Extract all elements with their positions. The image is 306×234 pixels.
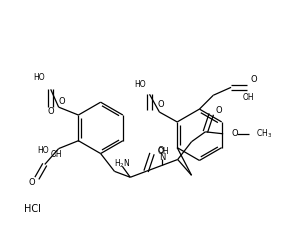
Text: O: O: [157, 100, 164, 109]
Text: O: O: [251, 75, 257, 84]
Text: H$_2$N: H$_2$N: [114, 157, 131, 170]
Text: O: O: [158, 146, 165, 155]
Text: O: O: [215, 106, 222, 115]
Text: O: O: [28, 178, 35, 187]
Text: CH$_3$: CH$_3$: [256, 128, 272, 140]
Text: HO: HO: [134, 80, 146, 89]
Text: OH: OH: [51, 150, 62, 159]
Text: HO: HO: [33, 73, 45, 82]
Text: OH: OH: [158, 147, 170, 156]
Text: OH: OH: [243, 93, 255, 102]
Text: HO: HO: [37, 146, 49, 155]
Text: O: O: [59, 97, 65, 106]
Text: N: N: [159, 153, 165, 162]
Text: HCl: HCl: [24, 204, 40, 214]
Text: O: O: [47, 106, 54, 116]
Text: O: O: [231, 129, 238, 138]
